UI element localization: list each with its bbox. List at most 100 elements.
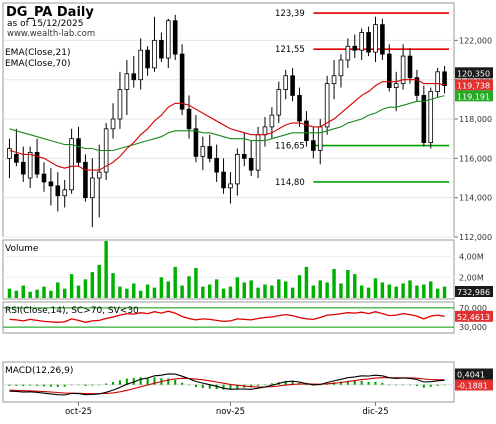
legend-ema70: EMA(Close,70): [5, 59, 70, 69]
candle-body: [442, 71, 447, 86]
macd-badge: [455, 368, 493, 380]
volume-bar: [435, 288, 440, 298]
site-label: www.wealth-lab.com: [7, 29, 95, 39]
macd-histogram-bar: [395, 384, 398, 386]
candle-body: [428, 91, 434, 144]
macd-axis: 0,4041 -0,1881: [455, 368, 493, 391]
volume-bar: [373, 278, 378, 298]
candle-body: [14, 154, 19, 163]
level-label: 116,65: [275, 142, 305, 152]
volume-bar: [173, 266, 177, 298]
price-grid: [3, 39, 454, 238]
macd-histogram-bar: [70, 384, 73, 386]
volume-bar: [194, 267, 198, 298]
candle-body: [248, 157, 254, 171]
volume-bar: [214, 279, 219, 298]
volume-axis: 4,00M 2,00M 732,986: [455, 253, 493, 297]
macd-histogram-bar: [381, 382, 384, 385]
macd-histogram-bar: [139, 377, 142, 385]
date-tick-label: dic-25: [362, 407, 388, 417]
candle-body: [283, 75, 289, 90]
macd-histogram-bar: [125, 378, 128, 385]
macd-histogram-bar: [84, 384, 87, 386]
volume-bar: [118, 286, 122, 298]
macd-badge: [455, 379, 493, 391]
macd-histogram-bar: [36, 384, 39, 386]
candle-body: [221, 171, 226, 189]
volume-bar: [69, 274, 74, 298]
volume-bar: [56, 282, 60, 298]
macd-histogram-bar: [270, 383, 273, 385]
volume-bar: [180, 285, 184, 298]
volume-bar: [235, 277, 240, 298]
candle-body: [20, 161, 26, 175]
volume-badge: [455, 286, 493, 297]
candle-body: [179, 53, 185, 110]
volume-bar: [422, 284, 426, 298]
support-resistance-levels: 123,39 121,55 116,65 114,80: [275, 9, 449, 188]
candle-body: [69, 138, 74, 191]
volume-bar: [283, 281, 288, 298]
price-badge: [455, 79, 493, 91]
macd-signal-line: [9, 377, 445, 395]
volume-bar: [263, 284, 267, 298]
rsi-grid: [3, 307, 454, 328]
macd-histogram-bar: [422, 384, 425, 388]
volume-bar: [28, 291, 32, 298]
macd-histogram-bar: [402, 384, 405, 386]
date-tick-label: nov-25: [216, 407, 245, 417]
macd-histogram-bar: [77, 384, 80, 386]
macd-histogram-bar: [291, 381, 294, 385]
macd-histogram-bar: [42, 384, 46, 387]
macd-histogram-bar: [263, 384, 267, 386]
volume-bar: [132, 283, 136, 298]
candle-body: [241, 154, 247, 159]
macd-title: MACD(12,26,9): [5, 366, 73, 376]
macd-histogram-bar: [436, 384, 439, 386]
candle-body: [165, 20, 171, 59]
candle-body: [62, 189, 68, 197]
macd-histogram-bar: [146, 377, 149, 385]
volume-bars: [7, 241, 447, 298]
volume-bar: [408, 280, 412, 298]
candle-body: [380, 24, 385, 55]
rsi-badge-label: 52,4613: [457, 313, 490, 322]
candle-body: [96, 171, 102, 179]
volume-bar: [359, 285, 364, 298]
candle-body: [90, 177, 95, 199]
volume-bar: [304, 266, 309, 298]
macd-histogram-bar: [236, 384, 239, 389]
macd-histogram-bar: [408, 384, 412, 386]
price-tick-label: 114,000: [459, 194, 492, 203]
candle-body: [345, 45, 351, 61]
volume-bar: [256, 287, 260, 298]
candle-body: [34, 152, 40, 175]
volume-bar: [401, 283, 405, 298]
candle-body: [138, 49, 143, 81]
volume-bar: [290, 287, 295, 298]
volume-bar: [277, 279, 281, 298]
macd-panel: [2, 361, 455, 403]
macd-histogram-bar: [29, 384, 32, 386]
chart-title: DG_PA Daily: [6, 5, 94, 20]
rsi-path: [9, 310, 445, 323]
volume-bar: [187, 276, 191, 298]
candle-body: [311, 140, 316, 151]
macd-histogram-bar: [284, 381, 287, 385]
macd-histogram-bar: [374, 381, 377, 385]
candle-body: [110, 118, 116, 130]
macd-histogram-bar: [105, 383, 108, 385]
volume-bar: [90, 272, 95, 298]
candle-body: [386, 53, 392, 88]
ema21-line: [9, 79, 445, 171]
candle-body: [172, 20, 178, 55]
macd-histogram-bar: [250, 384, 253, 388]
chart-subtitle: as of 15/12/2025: [7, 19, 83, 29]
price-badge-label: 119,191: [457, 92, 490, 101]
candle-body: [407, 55, 413, 79]
legend-ema21: EMA(Close,21): [5, 48, 70, 58]
volume-bar: [332, 268, 336, 298]
candle-body: [76, 138, 81, 163]
